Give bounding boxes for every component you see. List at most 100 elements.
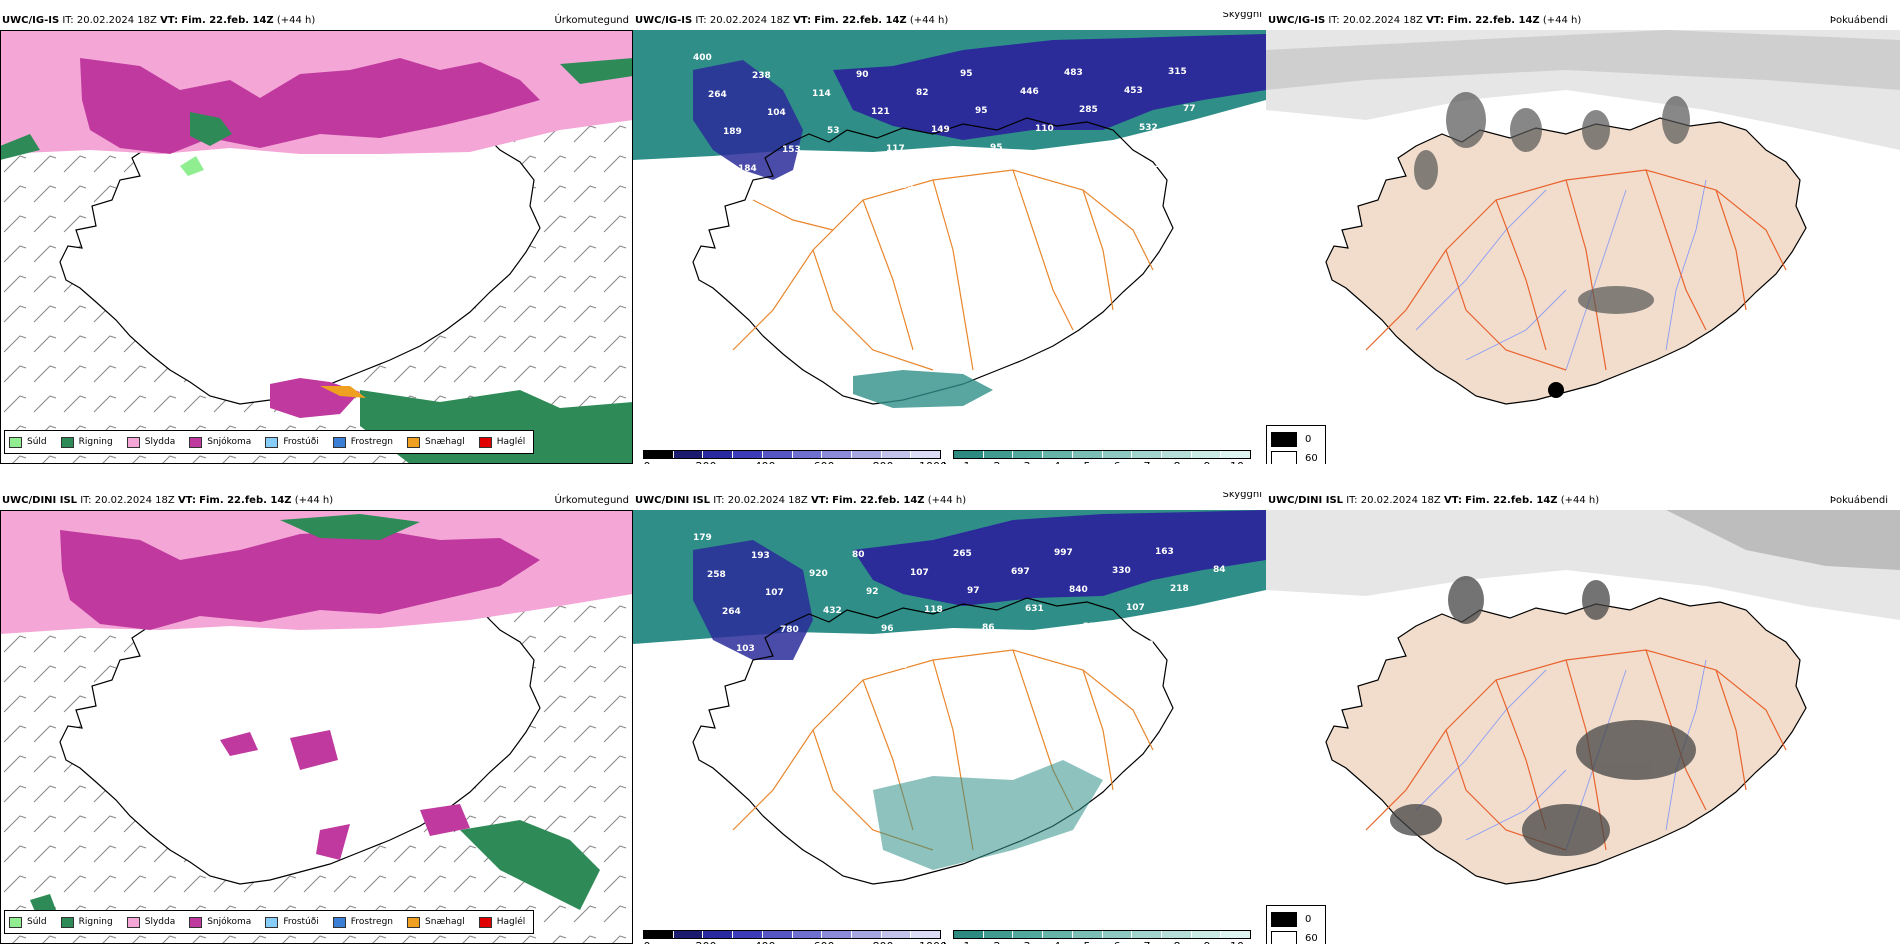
cloud-base-label: 218 — [1170, 584, 1189, 594]
cloud-base-label: 107 — [910, 568, 929, 578]
fog-map: 0 60 — [1266, 510, 1900, 944]
cloud-base-label: 96 — [881, 624, 894, 634]
cloud-base-label: 315 — [1168, 67, 1187, 77]
fog-shading — [1390, 576, 1696, 856]
legend-item: Frostregn — [332, 916, 393, 928]
land-area — [1325, 117, 1807, 405]
cloud-base-label: 93 — [996, 660, 1009, 670]
cloud-base-label: 532 — [1139, 123, 1158, 133]
cloud-base-label: 86 — [982, 623, 995, 633]
cloud-base-label: 378 — [1094, 142, 1113, 152]
cloud-base-label: 840 — [1069, 585, 1088, 595]
cloud-base-label: 95 — [975, 106, 988, 116]
road-network — [732, 169, 1154, 371]
cloud-base-label: 238 — [752, 71, 771, 81]
panel-header: UWC/DINI ISL IT: 20.02.2024 18Z VT: Fim.… — [1266, 492, 1900, 510]
legend-item: Súld — [9, 916, 47, 928]
cloud-base-label: 259 — [1097, 659, 1116, 669]
cloud-base-label: 107 — [1126, 603, 1145, 613]
cloud-base-panel-1: UWC/IG-IS IT: 20.02.2024 18Z VT: Fim. 22… — [633, 12, 1266, 464]
cloud-base-label: 446 — [1020, 87, 1039, 97]
legend-item: Frostúði — [265, 436, 319, 448]
cloud-base-label: 84 — [1213, 565, 1226, 575]
legend-item: Súld — [9, 436, 47, 448]
fog-shading — [1414, 92, 1690, 314]
cloud-base-label: 179 — [693, 533, 712, 543]
legend-item: Frostúði — [265, 916, 319, 928]
cloud-base-label: 285 — [1079, 105, 1098, 115]
fog-map: 0 60 — [1266, 30, 1900, 464]
precip-map: Súld Rigning Slydda Snjókoma Frostúði Fr… — [0, 510, 633, 944]
legend-item: Rigning — [60, 916, 113, 928]
cloud-base-label: 306 — [1154, 160, 1173, 170]
cloud-base-label: 264 — [722, 607, 741, 617]
cloud-base-label: 483 — [1064, 68, 1083, 78]
legend-item: Snæhagl — [407, 436, 465, 448]
cloud-base-label: 149 — [1199, 658, 1218, 668]
rain-area — [190, 112, 232, 146]
panel-title: Skyggni — [1222, 492, 1262, 500]
fog-index-panel-2: UWC/DINI ISL IT: 20.02.2024 18Z VT: Fim.… — [1266, 492, 1900, 944]
cloud-base-label: 631 — [1025, 604, 1044, 614]
panel-title: Skyggni — [1222, 12, 1262, 20]
cloud-base-label: 163 — [1155, 547, 1174, 557]
cloud-base-label: 95 — [960, 69, 973, 79]
cloud-base-label: 196 — [1109, 179, 1128, 189]
cloud-base-label: 114 — [812, 89, 831, 99]
cloud-base-label: 84 — [939, 642, 952, 652]
cloud-base-label: 97 — [967, 586, 980, 596]
visibility-colorbar: km 1 2 3 4 5 6 7 8 9 10 — [943, 930, 1263, 944]
cloud-base-label: 153 — [782, 145, 801, 155]
road-network — [1365, 169, 1787, 371]
panel-title: Þokuábendi — [1829, 495, 1888, 506]
cloud-base-label: 800 — [837, 643, 856, 653]
cloud-base-label: 264 — [708, 90, 727, 100]
cloud-base-label: 121 — [871, 107, 890, 117]
cloud-base-label: 103 — [736, 644, 755, 654]
cloud-base-label: 780 — [780, 625, 799, 635]
cloud-base-label: 274 — [1083, 622, 1102, 632]
cloud-base-label: 432 — [823, 606, 842, 616]
cloud-base-label: 121 — [794, 662, 813, 672]
river-network — [1415, 179, 1707, 371]
road-network — [732, 649, 1154, 851]
cloud-base-label: 120 — [1005, 180, 1024, 190]
cloud-base-label: 80 — [852, 550, 865, 560]
panel-header: UWC/IG-IS IT: 20.02.2024 18Z VT: Fim. 22… — [633, 12, 1266, 30]
cloud-base-label: 189 — [723, 127, 742, 137]
cloud-base-label: 193 — [751, 551, 770, 561]
fog-map-svg — [1266, 30, 1900, 405]
fog-map-svg — [1266, 510, 1900, 885]
panel-title: Úrkomutegund — [554, 495, 629, 506]
cloud-base-label: 354 — [1050, 161, 1069, 171]
cloud-base-label: 692 — [1040, 641, 1059, 651]
cloud-base-map-svg: 179 258 264 103 193 107 780 121 920 432 800 80 92 96 6… — [633, 510, 1266, 885]
panel-title: Þokuábendi — [1829, 15, 1888, 26]
cloud-base-label: 400 — [693, 53, 712, 63]
cloud-base-label: 121 — [1198, 141, 1217, 151]
fog-legend: 0 60 — [1266, 425, 1326, 464]
low-ceiling-area — [853, 510, 1266, 606]
cloud-base-label: 258 — [707, 570, 726, 580]
cloud-base-label: 330 — [1112, 566, 1131, 576]
cloud-base-values: 400 264 189 184 238 104 153 311 114 53 78 90 121 117 8… — [693, 53, 1232, 192]
model-name: UWC/IG-IS — [2, 15, 60, 26]
precip-map: Súld Rigning Slydda Snjókoma Frostúði Fr… — [0, 30, 633, 464]
cloud-base-label: 117 — [886, 144, 905, 154]
cloud-base-label: 83 — [901, 181, 914, 191]
fog-index-panel-1: UWC/IG-IS IT: 20.02.2024 18Z VT: Fim. 22… — [1266, 12, 1900, 464]
height-colorbar: m 0 200 400 600 800 1000 — [633, 450, 947, 464]
rain-area-south — [460, 820, 600, 910]
cloud-base-label: 110 — [1035, 124, 1054, 134]
snow-pellet-area — [320, 386, 366, 398]
cloud-base-label: 118 — [924, 605, 943, 615]
cloud-base-map: 400 264 189 184 238 104 153 311 114 53 78 90 121 117 8… — [633, 30, 1266, 464]
panel-header: UWC/DINI ISL IT: 20.02.2024 18Z VT: Fim.… — [0, 492, 633, 510]
snow-area — [60, 530, 540, 630]
panel-header: UWC/IG-IS IT: 20.02.2024 18Z VT: Fim. 22… — [1266, 12, 1900, 30]
legend-item: Snæhagl — [407, 916, 465, 928]
cloud-base-panel-2: UWC/DINI ISL IT: 20.02.2024 18Z VT: Fim.… — [633, 492, 1266, 944]
cloud-base-label: 64 — [895, 661, 908, 671]
cloud-base-label: 78 — [842, 163, 855, 173]
precip-type-panel-1: UWC/IG-IS IT: 20.02.2024 18Z VT: Fim. 22… — [0, 12, 633, 464]
